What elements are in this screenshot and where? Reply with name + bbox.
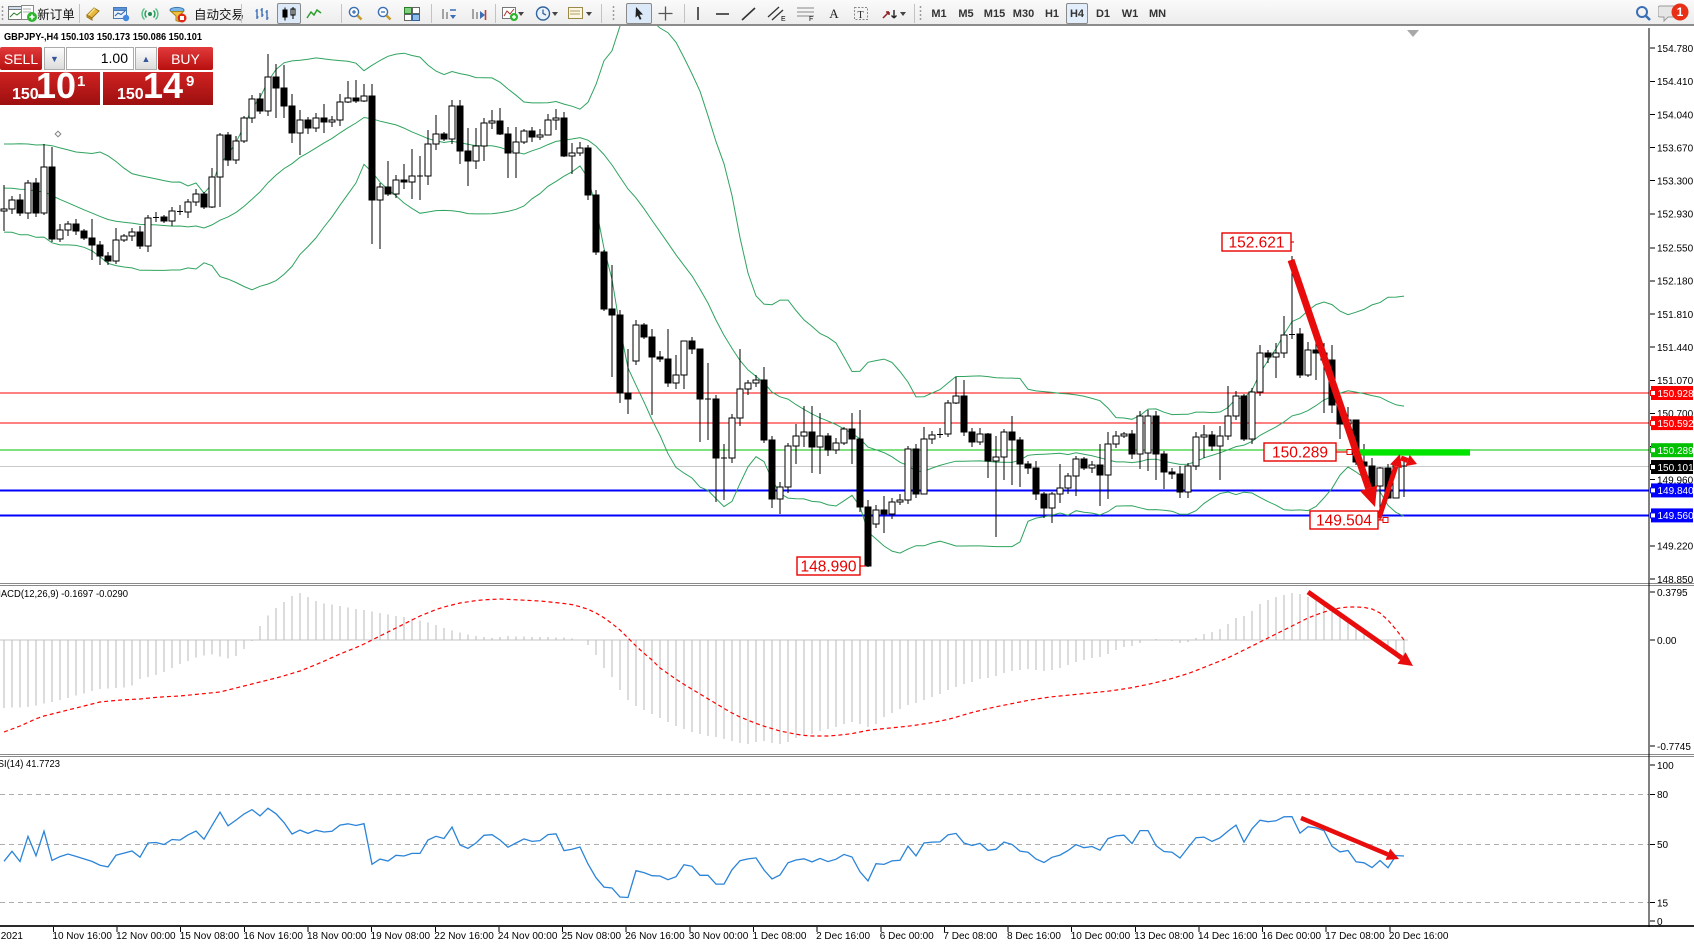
svg-text:24 Nov 00:00: 24 Nov 00:00 — [498, 931, 558, 942]
svg-text:150.101: 150.101 — [1658, 463, 1694, 474]
svg-text:15: 15 — [1657, 898, 1669, 909]
svg-text:10 Dec 00:00: 10 Dec 00:00 — [1071, 931, 1131, 942]
svg-text:10 Nov 16:00: 10 Nov 16:00 — [52, 931, 112, 942]
svg-text:153.670: 153.670 — [1657, 143, 1694, 154]
svg-text:0.00: 0.00 — [1657, 636, 1677, 647]
svg-text:149.840: 149.840 — [1658, 486, 1694, 497]
svg-text:F: F — [809, 16, 813, 22]
svg-text:80: 80 — [1657, 790, 1669, 801]
svg-text:150.592: 150.592 — [1658, 419, 1694, 430]
svg-text:152.180: 152.180 — [1657, 277, 1694, 288]
svg-text:13 Dec 08:00: 13 Dec 08:00 — [1134, 931, 1194, 942]
svg-text:154.780: 154.780 — [1657, 44, 1694, 55]
svg-text:12 Nov 00:00: 12 Nov 00:00 — [116, 931, 176, 942]
svg-text:RSI(14) 41.7723: RSI(14) 41.7723 — [0, 758, 60, 770]
svg-text:1: 1 — [1677, 5, 1684, 19]
svg-text:152.550: 152.550 — [1657, 244, 1694, 255]
svg-text:6 Dec 00:00: 6 Dec 00:00 — [880, 931, 934, 942]
svg-text:50: 50 — [1657, 840, 1669, 851]
svg-text:149.560: 149.560 — [1658, 511, 1694, 522]
svg-text:7 Dec 08:00: 7 Dec 08:00 — [943, 931, 997, 942]
svg-text:E: E — [781, 16, 786, 22]
svg-text:16 Nov 16:00: 16 Nov 16:00 — [243, 931, 303, 942]
svg-text:152.621: 152.621 — [1228, 234, 1284, 251]
svg-text:151.810: 151.810 — [1657, 310, 1694, 321]
svg-text:14 Dec 16:00: 14 Dec 16:00 — [1198, 931, 1258, 942]
svg-text:-0.7745: -0.7745 — [1657, 742, 1691, 753]
svg-text:100: 100 — [1657, 761, 1674, 772]
svg-text:15 Nov 08:00: 15 Nov 08:00 — [180, 931, 240, 942]
svg-text:T: T — [858, 10, 864, 21]
svg-text:25 Nov 08:00: 25 Nov 08:00 — [562, 931, 622, 942]
svg-text:152.930: 152.930 — [1657, 210, 1694, 221]
svg-text:149.504: 149.504 — [1316, 512, 1372, 529]
svg-text:2 Dec 16:00: 2 Dec 16:00 — [816, 931, 870, 942]
svg-text:151.440: 151.440 — [1657, 343, 1694, 354]
svg-text:151.070: 151.070 — [1657, 376, 1694, 387]
svg-text:19 Nov 08:00: 19 Nov 08:00 — [371, 931, 431, 942]
svg-text:8 Dec 16:00: 8 Dec 16:00 — [1007, 931, 1061, 942]
svg-text:1 Dec 08:00: 1 Dec 08:00 — [753, 931, 807, 942]
svg-text:18 Nov 00:00: 18 Nov 00:00 — [307, 931, 367, 942]
svg-text:22 Nov 16:00: 22 Nov 16:00 — [434, 931, 494, 942]
svg-text:149.220: 149.220 — [1657, 542, 1694, 553]
svg-text:148.990: 148.990 — [800, 558, 856, 575]
svg-text:154.410: 154.410 — [1657, 77, 1694, 88]
svg-text:20 Dec 16:00: 20 Dec 16:00 — [1389, 931, 1449, 942]
svg-text:26 Nov 16:00: 26 Nov 16:00 — [625, 931, 685, 942]
svg-text:MACD(12,26,9) -0.1697 -0.0290: MACD(12,26,9) -0.1697 -0.0290 — [0, 588, 128, 600]
svg-text:GBPJPY-,H4 150.103 150.173 15: GBPJPY-,H4 150.103 150.173 150.086 150.1… — [4, 31, 202, 43]
svg-text:150.700: 150.700 — [1657, 409, 1694, 420]
svg-text:8 Nov 2021: 8 Nov 2021 — [0, 931, 23, 942]
svg-text:16 Dec 00:00: 16 Dec 00:00 — [1262, 931, 1322, 942]
svg-text:0: 0 — [1657, 917, 1663, 928]
svg-text:0.3795: 0.3795 — [1657, 588, 1688, 599]
svg-text:30 Nov 00:00: 30 Nov 00:00 — [689, 931, 749, 942]
svg-text:150.289: 150.289 — [1658, 446, 1694, 457]
svg-text:150.289: 150.289 — [1272, 444, 1328, 461]
svg-text:150.928: 150.928 — [1658, 389, 1694, 400]
svg-text:17 Dec 08:00: 17 Dec 08:00 — [1325, 931, 1385, 942]
svg-text:153.300: 153.300 — [1657, 177, 1694, 188]
svg-text:148.850: 148.850 — [1657, 575, 1694, 586]
svg-text:149.960: 149.960 — [1657, 475, 1694, 486]
svg-text:154.040: 154.040 — [1657, 110, 1694, 121]
